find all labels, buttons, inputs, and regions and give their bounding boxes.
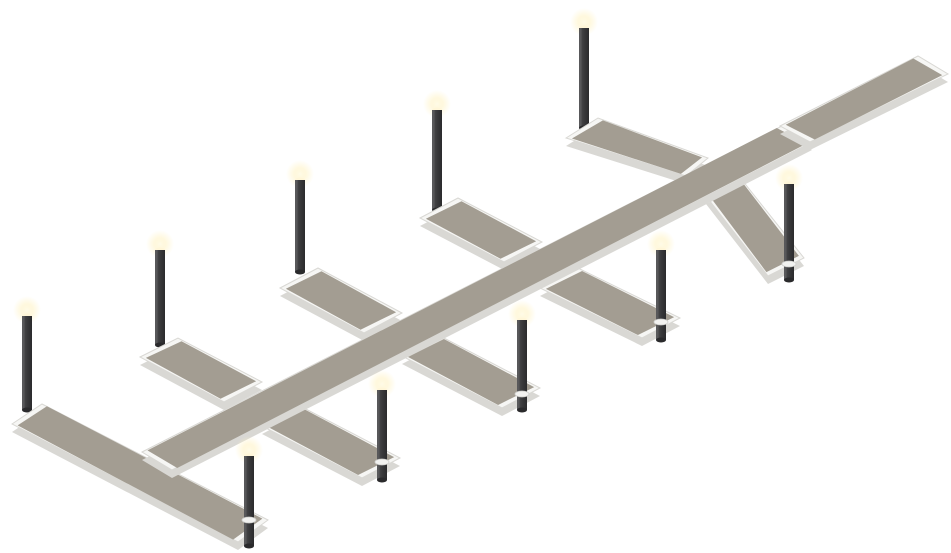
finger-pier-4a bbox=[418, 197, 544, 270]
post-9-base bbox=[656, 337, 666, 343]
post-3-pole bbox=[295, 180, 305, 272]
post-5-lamp-glow bbox=[570, 8, 598, 36]
finger-pier-5b bbox=[705, 179, 805, 284]
finger-pier-3b-top bbox=[407, 339, 535, 405]
post-8-ring bbox=[514, 390, 530, 398]
post-3-lamp-glow bbox=[286, 160, 314, 188]
post-3-pole-highlight bbox=[295, 180, 298, 272]
post-4-pole bbox=[432, 110, 442, 210]
post-5-pole bbox=[579, 28, 589, 128]
post-6 bbox=[235, 436, 263, 549]
post-5 bbox=[570, 8, 598, 131]
post-1-pole-highlight bbox=[22, 316, 25, 410]
post-6-ring bbox=[241, 516, 257, 524]
finger-pier-4b-top bbox=[545, 270, 675, 336]
post-7 bbox=[368, 370, 396, 483]
finger-pier-3a-top bbox=[285, 271, 397, 330]
post-8-base bbox=[517, 407, 527, 413]
post-6-lamp-glow bbox=[235, 436, 263, 464]
post-8-pole-highlight bbox=[517, 320, 520, 410]
walkway-extension-top bbox=[785, 58, 943, 140]
finger-pier-2b bbox=[260, 405, 402, 486]
post-10-pole-highlight bbox=[784, 184, 787, 280]
main-walkway-top bbox=[147, 127, 807, 469]
post-2 bbox=[146, 230, 174, 348]
post-2-lamp-glow bbox=[146, 230, 174, 258]
post-9-pole bbox=[656, 250, 666, 340]
post-1-pole bbox=[22, 316, 32, 410]
main-walkway bbox=[140, 125, 814, 478]
post-10-base bbox=[784, 277, 794, 283]
finger-pier-5a-top bbox=[571, 120, 703, 174]
post-10-ring bbox=[781, 260, 797, 268]
post-1 bbox=[13, 296, 41, 413]
post-10-lamp-glow bbox=[775, 164, 803, 192]
post-2-pole-highlight bbox=[155, 250, 158, 345]
post-9-lamp-glow bbox=[647, 230, 675, 258]
post-6-base bbox=[244, 543, 254, 549]
post-2-pole bbox=[155, 250, 165, 345]
finger-pier-left-end bbox=[11, 403, 269, 550]
post-1-lamp-glow bbox=[13, 296, 41, 324]
post-7-lamp-glow bbox=[368, 370, 396, 398]
post-3 bbox=[286, 160, 314, 275]
post-7-pole bbox=[377, 390, 387, 480]
finger-pier-4b bbox=[538, 267, 682, 346]
post-8-pole bbox=[517, 320, 527, 410]
back-mooring-posts bbox=[13, 8, 598, 413]
finger-pier-2a-top bbox=[145, 341, 257, 399]
post-4-lamp-glow bbox=[423, 90, 451, 118]
finger-pier-2a bbox=[138, 337, 264, 410]
walkway-extension bbox=[778, 55, 950, 150]
post-10 bbox=[775, 164, 803, 283]
post-7-base bbox=[377, 477, 387, 483]
finger-pier-2b-top bbox=[267, 409, 395, 475]
post-6-pole bbox=[244, 456, 254, 546]
post-5-pole-highlight bbox=[579, 28, 582, 128]
post-10-pole bbox=[784, 184, 794, 280]
post-8 bbox=[508, 300, 536, 413]
post-1-base bbox=[22, 407, 32, 413]
post-9 bbox=[647, 230, 675, 343]
finger-pier-5b-top bbox=[711, 183, 799, 273]
dock-decks bbox=[11, 55, 950, 550]
finger-pier-4a-top bbox=[425, 201, 537, 259]
post-7-ring bbox=[374, 458, 390, 466]
front-mooring-posts bbox=[235, 164, 803, 549]
post-4 bbox=[423, 90, 451, 213]
post-9-pole-highlight bbox=[656, 250, 659, 340]
post-3-base bbox=[295, 269, 305, 275]
post-9-ring bbox=[653, 318, 669, 326]
finger-pier-5a bbox=[564, 117, 709, 184]
post-8-lamp-glow bbox=[508, 300, 536, 328]
post-7-pole-highlight bbox=[377, 390, 380, 480]
finger-pier-left-end-top bbox=[17, 406, 263, 540]
post-4-pole-highlight bbox=[432, 110, 435, 210]
finger-pier-3b bbox=[400, 335, 542, 416]
post-6-pole-highlight bbox=[244, 456, 247, 546]
finger-pier-3a bbox=[278, 267, 404, 341]
